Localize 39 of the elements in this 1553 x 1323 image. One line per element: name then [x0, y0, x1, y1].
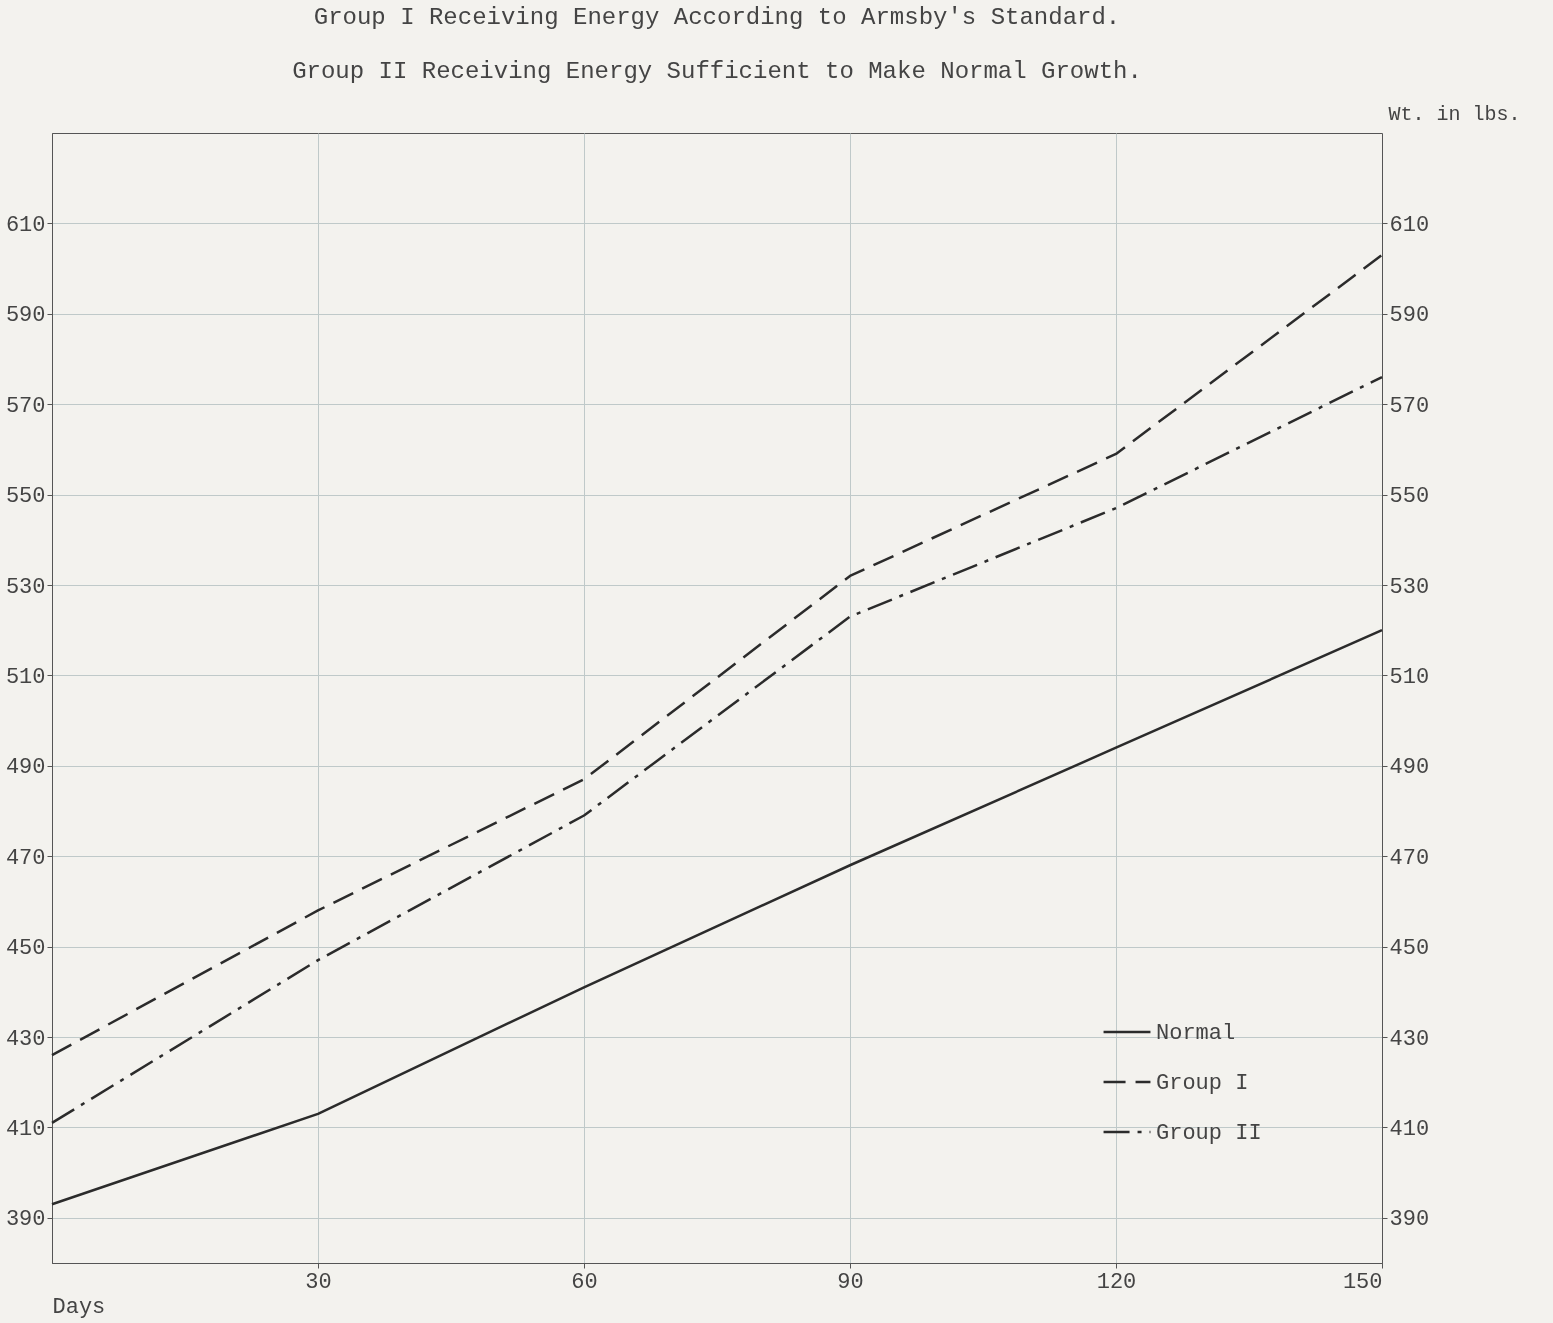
- y-tick-label: 570: [5, 393, 46, 419]
- legend-label: Normal: [1156, 1021, 1236, 1046]
- y2-tick-label: 590: [1389, 303, 1430, 329]
- x-tick-label: 30: [305, 1269, 332, 1295]
- y-tick-label: 590: [5, 303, 46, 329]
- y2-tick-label: 550: [1389, 484, 1430, 510]
- y-tick-label: 390: [5, 1207, 46, 1233]
- y2-tick-label: 570: [1389, 393, 1430, 419]
- x-tick-label: 90: [837, 1269, 864, 1295]
- y2-tick-label: 390: [1389, 1207, 1430, 1233]
- y-tick-label: 410: [5, 1116, 46, 1142]
- y-tick-label: 550: [5, 484, 46, 510]
- y-tick-label: 470: [5, 845, 46, 871]
- y2-tick-label: 470: [1389, 845, 1430, 871]
- y-tick-label: 490: [5, 755, 46, 781]
- x-tick-label: 60: [571, 1269, 598, 1295]
- y-tick-label: 610: [5, 212, 46, 238]
- y2-tick-label: 450: [1389, 936, 1430, 962]
- y2-tick-label: 430: [1389, 1026, 1430, 1052]
- chart-title: Group I Receiving Energy According to Armsby's Standard.: [313, 4, 1121, 31]
- y2-tick-label: 530: [1389, 574, 1430, 600]
- line-series: [50, 375, 1384, 1125]
- line-series: [50, 253, 1384, 1057]
- y2-tick-label: 510: [1389, 664, 1430, 690]
- x-tick-label: 150: [1342, 1269, 1383, 1295]
- x-axis-title: Days: [52, 1294, 106, 1320]
- y-tick-label: 530: [5, 574, 46, 600]
- y-tick-label: 450: [5, 936, 46, 962]
- x-tick-label: 120: [1096, 1269, 1137, 1295]
- y2-axis-title: Wt. in lbs.: [1388, 102, 1521, 126]
- y-tick-label: 510: [5, 664, 46, 690]
- y2-tick-label: 410: [1389, 1116, 1430, 1142]
- y-tick-label: 430: [5, 1026, 46, 1052]
- legend-label: Group II: [1156, 1121, 1262, 1146]
- y2-tick-label: 490: [1389, 755, 1430, 781]
- legend-label: Group I: [1156, 1071, 1249, 1096]
- y2-tick-label: 610: [1389, 212, 1430, 238]
- chart-subtitle: Group II Receiving Energy Sufficient to Make Normal Growth.: [292, 58, 1142, 85]
- line-series: [50, 628, 1384, 1206]
